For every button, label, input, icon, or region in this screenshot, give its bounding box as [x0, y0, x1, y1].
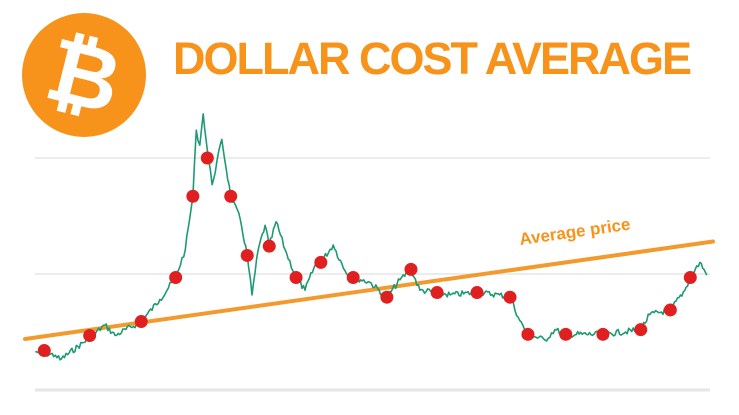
purchase-point [470, 286, 484, 300]
purchase-point [596, 327, 610, 341]
purchase-point [683, 270, 697, 284]
purchase-point [314, 255, 328, 269]
purchase-point [224, 189, 238, 203]
purchase-point [289, 270, 303, 284]
purchase-point [404, 262, 418, 276]
bitcoin-icon [22, 13, 146, 137]
purchase-point [634, 323, 648, 337]
price-line [35, 113, 708, 361]
purchase-point [559, 327, 573, 341]
purchase-point [430, 286, 444, 300]
purchase-point [134, 315, 148, 329]
purchase-point [346, 270, 360, 284]
purchase-point [200, 151, 214, 165]
purchase-point [37, 344, 51, 358]
purchase-point [663, 303, 677, 317]
purchase-point [503, 290, 517, 304]
purchase-point [169, 270, 183, 284]
average-price-line [23, 239, 715, 341]
purchase-point [240, 248, 254, 262]
page-title: DOLLAR COST AVERAGE [173, 33, 692, 84]
purchase-point [83, 328, 97, 342]
purchase-point [380, 290, 394, 304]
purchase-point [521, 327, 535, 341]
bitcoin-logo: ₿ [22, 13, 146, 137]
purchase-point [186, 189, 200, 203]
purchase-point [262, 239, 276, 253]
